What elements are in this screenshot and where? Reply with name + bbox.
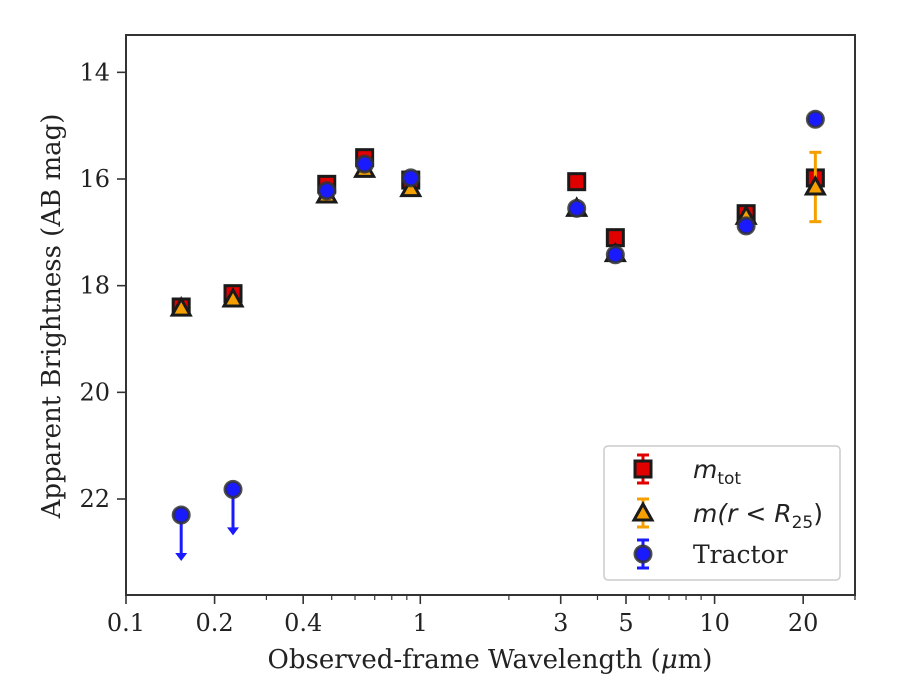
y-tick-label: 16 [79,165,110,193]
y-axis-label: Apparent Brightness (AB mag) [37,114,67,520]
x-axis-label: Observed-frame Wavelength (μm) [268,645,713,675]
legend-entry-mtot: mtot [633,453,741,489]
x-tick-label: 0.1 [107,609,145,637]
y-tick-label: 14 [79,58,110,86]
legend-symbol [633,459,653,479]
data-point-tractor [736,216,756,236]
x-tick-label: 10 [699,609,730,637]
x-tick-label: 0.2 [196,609,234,637]
plot-frame [125,34,856,596]
data-point-mr25 [169,296,193,317]
legend-label-tractor: Tractor [693,540,788,569]
legend-label-mtot: mtot [693,455,741,489]
legend-marker-triangle [631,497,655,529]
data-point-mr25 [221,286,245,308]
legend-entry-tractor: Tractor [633,538,788,570]
series-tractor [171,109,825,561]
x-tick-label: 3 [553,609,568,637]
upper-limit-arrowhead [227,527,240,536]
data-marks [169,109,827,561]
x-tick-label: 5 [618,609,633,637]
data-point-tractor [805,109,825,129]
x-tick-label: 20 [788,609,819,637]
legend-box [603,445,841,581]
data-point-tractor [567,198,587,218]
data-point-tractor [605,245,625,265]
data-point-tractor [223,479,243,499]
x-tick-label: 1 [413,609,428,637]
y-axis: 14 16 18 20 22 [79,58,126,513]
y-tick-label: 18 [79,272,110,300]
legend-label-mr25: m(r < R25) [693,499,823,533]
legend-symbol [633,544,653,564]
legend-symbol [631,500,655,522]
x-axis: 0.1 0.2 0.4 1 3 5 10 20 [107,595,856,637]
legend-marker-square [633,453,653,485]
data-point-tractor [317,181,337,201]
data-point-mr25 [399,176,423,198]
x-tick-label: 0.4 [284,609,322,637]
upper-limit-arrowhead [175,553,188,561]
legend-entry-mr25: m(r < R25) [631,497,823,533]
data-point-tractor [401,168,421,188]
legend-marker-circle [633,538,653,570]
y-tick-label: 22 [79,485,110,513]
data-point-tractor [171,505,191,525]
data-point-mtot [567,172,587,192]
y-tick-label: 20 [79,378,110,406]
data-point-mr25 [803,174,827,196]
data-point-tractor [355,154,375,174]
legend: mtot m(r < R25) Tractor [603,445,841,581]
